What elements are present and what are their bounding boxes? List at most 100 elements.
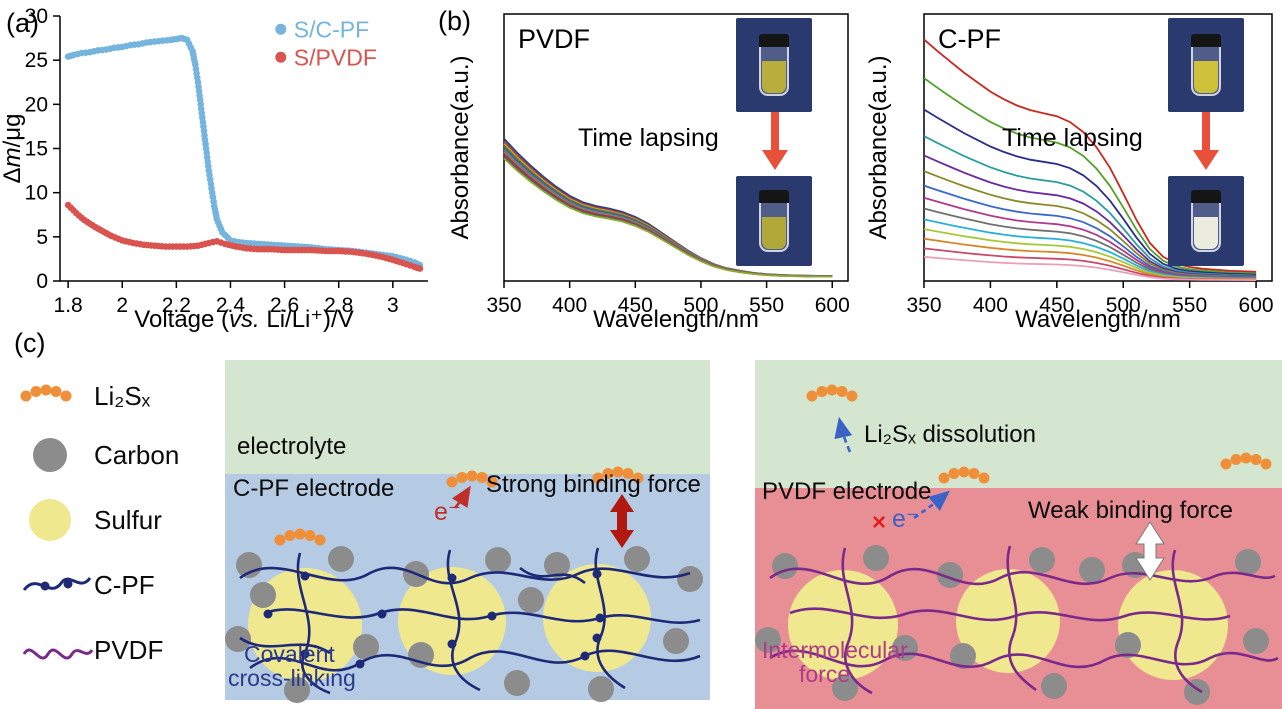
legend-label-pvdf: PVDF — [94, 635, 163, 665]
tick-labels: 350 400 450 500 550 600 — [486, 294, 849, 317]
sulfur-particles — [788, 569, 1228, 680]
time-lapsing-label-cpf: Time lapsing — [1002, 124, 1143, 152]
carbon-icon — [33, 438, 67, 472]
cpf-electrode-label: C-PF electrode — [233, 475, 394, 502]
x-tick-label: 3 — [387, 294, 399, 317]
blocked-electron-arrow-icon — [913, 490, 950, 520]
plot-title: C-PF — [938, 24, 1001, 54]
photo-vial-cpf-after — [1168, 176, 1244, 266]
panel-c-label: (c) — [14, 328, 46, 358]
vial — [759, 34, 789, 96]
y-tick-label: 25 — [25, 49, 48, 72]
electron-transfer-arrow-icon — [452, 485, 471, 509]
crosslink-nodes — [263, 569, 605, 669]
time-arrow-down-icon — [1193, 112, 1219, 170]
dissolution-label: Li₂Sₓ dissolution — [864, 421, 1036, 448]
electrolyte-label: electrolyte — [237, 433, 346, 460]
intermolecular-label-2: force — [799, 661, 850, 687]
data-point — [416, 265, 424, 272]
electron-label-left: e⁻ — [434, 498, 461, 526]
vial-cap — [1191, 190, 1221, 203]
legend-marker — [275, 23, 287, 35]
x-tick-label: 550 — [1172, 294, 1207, 317]
legend-label: S/C-PF — [294, 16, 369, 42]
x-tick-label: 500 — [683, 294, 718, 317]
electron-label-right: e⁻ — [892, 505, 919, 533]
blocked-transfer-x-icon: × — [872, 509, 886, 536]
photo-vial-pvdf-before — [736, 18, 812, 112]
x-axis-label: Wavelength/nm — [1015, 306, 1181, 333]
y-axis-label: Δm/μg — [0, 114, 26, 184]
covalent-crosslink-label-1: Covalent — [244, 641, 335, 667]
x-tick-label: 2.8 — [324, 294, 353, 317]
x-tick-label: 550 — [749, 294, 784, 317]
x-tick-label: 400 — [973, 294, 1008, 317]
x-tick-label: 2.6 — [270, 294, 299, 317]
cpf-electrode-schematic: electrolyte C-PF electrode Strong bindin… — [225, 360, 710, 703]
plot-frame — [503, 13, 849, 282]
strong-binding-arrow-icon — [610, 494, 634, 548]
plot-frame — [923, 13, 1273, 282]
intermolecular-label-1: Intermolecular — [762, 637, 908, 663]
x-tick-label: 2.4 — [216, 294, 246, 317]
vial-cap — [759, 34, 789, 47]
series-curve-3 — [923, 108, 1257, 276]
x-tick-label: 450 — [618, 294, 653, 317]
panel-a-label: (a) — [6, 8, 39, 38]
vial-liquid — [762, 217, 786, 249]
legend-label-carbon: Carbon — [94, 440, 179, 470]
series-curve-2 — [923, 77, 1257, 275]
vial — [1191, 34, 1221, 96]
x-tick-label: 500 — [1106, 294, 1141, 317]
vial — [759, 190, 789, 252]
time-lapsing-label-pvdf: Time lapsing — [578, 124, 719, 152]
weak-binding-label: Weak binding force — [1028, 497, 1233, 524]
tick-labels: 350 400 450 500 550 600 — [906, 294, 1273, 317]
vial-liquid — [1194, 217, 1218, 249]
series-S/PVDF — [64, 201, 424, 272]
vial-cap — [759, 190, 789, 203]
uv-vis-pvdf-chart: 350 400 450 500 550 600 Wavelength/nm Absorbanc… — [448, 13, 850, 333]
carbon-particles — [225, 546, 703, 703]
x-tick-label: 350 — [486, 294, 521, 317]
cpf-polymer-icon — [22, 576, 92, 592]
series-curve-1 — [923, 38, 1257, 273]
mechanism-diagram: Li₂Sₓ Carbon Sulfur C-PF PVDF — [20, 360, 1282, 709]
y-tick-label: 15 — [25, 138, 48, 161]
sulfur-icon — [29, 499, 71, 541]
electrolyte-region — [225, 360, 710, 474]
legend-label-polysulfide: Li₂Sₓ — [94, 381, 151, 411]
photo-vial-pvdf-after — [736, 176, 812, 266]
pvdf-polymer-network — [769, 545, 1279, 695]
vial-liquid — [1194, 61, 1218, 93]
y-axis-label: Absorbance(a.u.) — [448, 55, 474, 239]
x-tick-label: 1.8 — [54, 294, 83, 317]
vial — [1191, 190, 1221, 252]
legend-label-cpf: C-PF — [94, 570, 155, 600]
legend-marker — [275, 51, 287, 63]
x-axis-label: Voltage (vs. Li/Li⁺)/V — [134, 306, 353, 333]
covalent-crosslink-label-2: cross-linking — [228, 665, 356, 691]
x-tick-label: 2.2 — [162, 294, 191, 317]
x-tick-label: 400 — [552, 294, 587, 317]
vial-liquid — [762, 61, 786, 93]
pvdf-electrode-label: PVDF electrode — [762, 478, 931, 505]
photo-vial-cpf-before — [1168, 18, 1244, 112]
time-arrow-down-icon — [762, 112, 788, 170]
x-axis-label: Wavelength/nm — [593, 306, 759, 333]
y-tick-label: 0 — [36, 270, 48, 293]
y-axis-label: Absorbance(a.u.) — [866, 55, 892, 239]
x-tick-label: 600 — [815, 294, 850, 317]
series-curve-10 — [503, 157, 833, 278]
legend-label: S/PVDF — [294, 44, 377, 70]
plot-title: PVDF — [518, 24, 590, 54]
y-tick-label: 10 — [25, 182, 48, 205]
y-tick-label: 5 — [36, 226, 48, 249]
series-curve-4 — [923, 135, 1257, 277]
vial-cap — [1191, 34, 1221, 47]
series-curve-14 — [923, 255, 1257, 281]
pvdf-electrode-schematic: Li₂Sₓ dissolution PVDF electrode Weak bi… — [755, 360, 1282, 709]
